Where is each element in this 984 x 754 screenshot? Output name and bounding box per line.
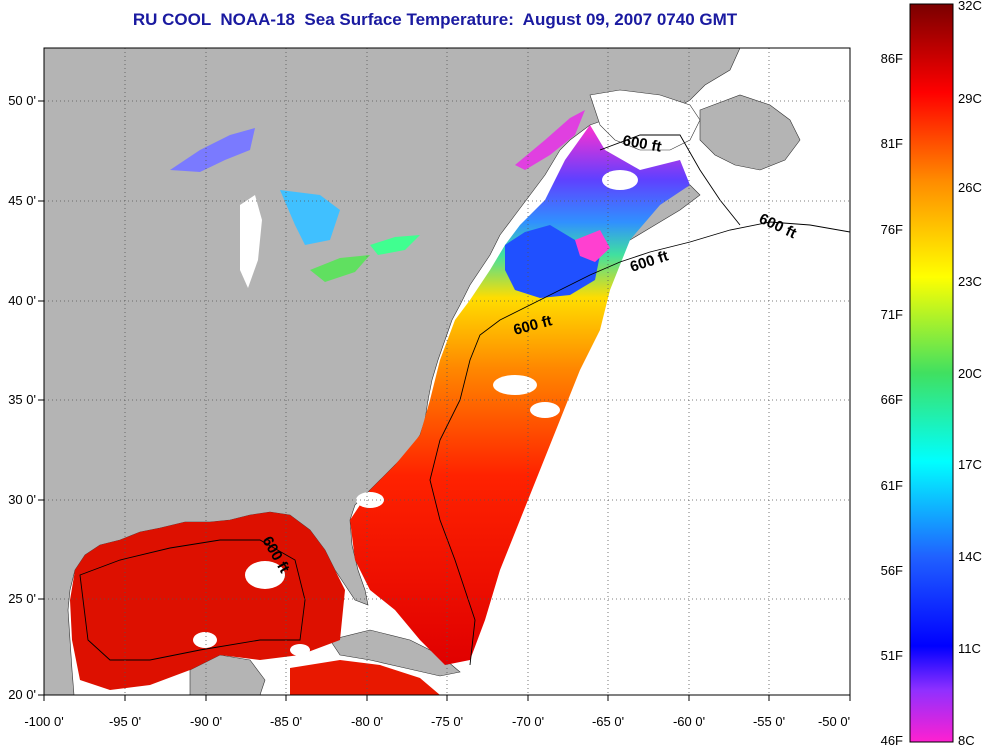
y-tick-label: 35 0' bbox=[8, 392, 36, 407]
sst-st-lawrence-estuary bbox=[515, 110, 585, 170]
x-tick-labels: -100 0' -95 0' -90 0' -85 0' -80 0' -75 … bbox=[24, 714, 850, 729]
sst-atlantic-swath bbox=[350, 125, 690, 665]
colorbar-f-label: 71F bbox=[881, 307, 903, 322]
cloud-patches bbox=[193, 170, 638, 656]
colorbar-c-label: 14C bbox=[958, 549, 982, 564]
x-tick-label: -80 0' bbox=[351, 714, 383, 729]
y-tick-label: 20 0' bbox=[8, 687, 36, 702]
lake-huron bbox=[280, 190, 340, 245]
map-title: RU COOL NOAA-18 Sea Surface Temperature:… bbox=[132, 10, 738, 29]
sst-bay-of-fundy bbox=[575, 230, 610, 262]
isobath-600ft-gulf bbox=[79, 539, 306, 661]
x-tick-label: -50 0' bbox=[818, 714, 850, 729]
contour-label-newfoundland: 600 ft bbox=[621, 132, 663, 156]
colorbar-f-label: 56F bbox=[881, 563, 903, 578]
x-tick-label: -70 0' bbox=[512, 714, 544, 729]
land-cuba bbox=[329, 629, 461, 677]
colorbar-c-label: 11C bbox=[958, 641, 981, 656]
y-tick-label: 45 0' bbox=[8, 193, 36, 208]
colorbar-c-label: 17C bbox=[958, 457, 982, 472]
lake-erie bbox=[310, 255, 370, 282]
colorbar-f-label: 86F bbox=[881, 51, 903, 66]
colorbar-c-label: 29C bbox=[958, 91, 982, 106]
x-tick-label: -85 0' bbox=[270, 714, 302, 729]
x-tick-label: -60 0' bbox=[673, 714, 705, 729]
y-tick-label: 50 0' bbox=[8, 93, 36, 108]
colorbar-f-label: 46F bbox=[881, 733, 903, 748]
y-tick-label: 40 0' bbox=[8, 293, 36, 308]
colorbar-c-label: 23C bbox=[958, 274, 982, 289]
lake-ontario bbox=[370, 235, 420, 255]
colorbar-f-label: 76F bbox=[881, 222, 903, 237]
isobath-600ft-shelf bbox=[599, 134, 741, 226]
lake-michigan bbox=[240, 195, 262, 288]
sst-gulf-of-mexico bbox=[70, 512, 345, 690]
x-tick-label: -95 0' bbox=[109, 714, 141, 729]
y-tick-label: 30 0' bbox=[8, 492, 36, 507]
colorbar-c-label: 8C bbox=[958, 733, 975, 748]
x-tick-label: -65 0' bbox=[592, 714, 624, 729]
colorbar-f-label: 61F bbox=[881, 478, 903, 493]
land-newfoundland bbox=[699, 94, 801, 171]
x-tick-label: -75 0' bbox=[431, 714, 463, 729]
y-tick-labels: 50 0' 45 0' 40 0' 35 0' 30 0' 25 0' 20 0… bbox=[8, 93, 36, 702]
axis-ticks bbox=[38, 100, 851, 701]
colorbar-f-label: 51F bbox=[881, 648, 903, 663]
x-tick-label: -55 0' bbox=[753, 714, 785, 729]
colorbar-c-label: 26C bbox=[958, 180, 982, 195]
isobath-600ft bbox=[429, 221, 850, 666]
colorbar-fahrenheit-labels: 86F 81F 76F 71F 66F 61F 56F 51F 46F bbox=[881, 51, 903, 748]
lake-superior bbox=[170, 128, 255, 172]
x-tick-label: -100 0' bbox=[24, 714, 63, 729]
colorbar-c-label: 20C bbox=[958, 366, 982, 381]
colorbar-f-label: 81F bbox=[881, 136, 903, 151]
colorbar-c-label: 32C bbox=[958, 0, 982, 13]
colorbar-celsius-labels: 32C 29C 26C 23C 20C 17C 14C 11C 8C bbox=[958, 0, 982, 748]
y-tick-label: 25 0' bbox=[8, 591, 36, 606]
colorbar-f-label: 66F bbox=[881, 392, 903, 407]
sst-caribbean bbox=[290, 660, 440, 695]
x-tick-label: -90 0' bbox=[190, 714, 222, 729]
colorbar bbox=[909, 3, 954, 743]
